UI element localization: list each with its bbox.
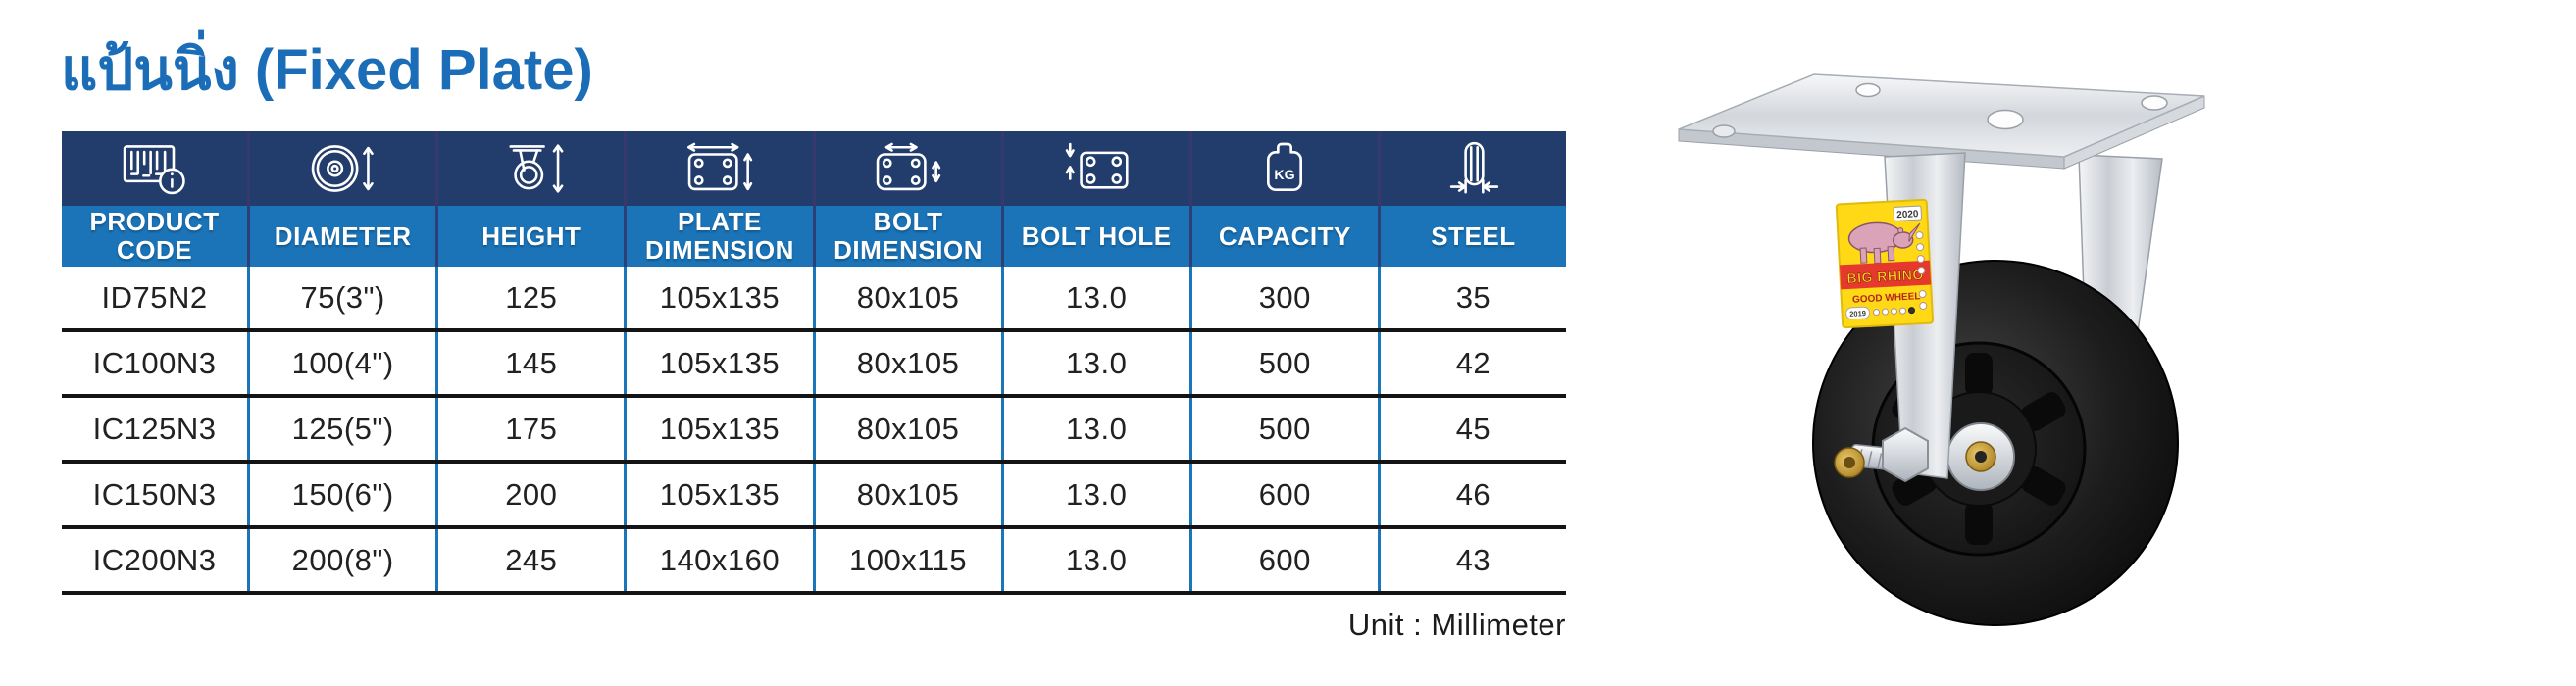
table-cell: 80x105: [816, 464, 1004, 525]
table-cell: 13.0: [1004, 398, 1192, 460]
column-icon-cell-plate-dimension: [627, 131, 816, 206]
height-icon: [509, 144, 564, 193]
column-icon-cell-bolt-dimension: [816, 131, 1004, 206]
plate-bolt-hole: [1855, 82, 1881, 98]
product-code-icon: [123, 145, 185, 195]
table-cell: IC150N3: [62, 464, 251, 525]
wheel-bearing: [1946, 422, 2015, 491]
table-cell: 13.0: [1004, 332, 1192, 394]
table-cell: 150(6"): [250, 464, 439, 525]
plate-dimension-icon: [687, 142, 753, 191]
table-cell: 105x135: [627, 398, 816, 460]
table-cell: 100(4"): [250, 332, 439, 394]
table-row: IC150N3 150(6") 200 105x135 80x105 13.0 …: [62, 464, 1566, 529]
table-cell: 80x105: [816, 398, 1004, 460]
table-cell: 175: [438, 398, 628, 460]
table-cell: IC100N3: [62, 332, 251, 394]
table-cell: 125(5"): [250, 398, 439, 460]
table-cell: 80x105: [816, 332, 1004, 394]
plate-bolt-hole: [1987, 109, 2024, 130]
column-icon-cell-steel: [1381, 131, 1566, 206]
unit-note: Unit : Millimeter: [1347, 608, 1566, 642]
table-row: IC125N3 125(5") 175 105x135 80x105 13.0 …: [62, 398, 1566, 464]
table-cell: 43: [1455, 542, 1491, 577]
table-cell: 42: [1455, 345, 1491, 380]
table-row: IC200N3 200(8") 245 140x160 100x115 13.0…: [62, 529, 1566, 595]
table-cell: 200(8"): [250, 529, 439, 591]
column-header-height: HEIGHT: [438, 206, 628, 267]
table-cell: 35: [1455, 279, 1491, 315]
capacity-icon-kg-text: KG: [1275, 168, 1295, 183]
table-cell: 13.0: [1004, 529, 1192, 591]
diameter-icon: [311, 145, 374, 192]
steel-icon: [1449, 141, 1498, 194]
table-cell: 105x135: [627, 332, 816, 394]
table-cell: 75(3"): [250, 267, 439, 328]
column-header-bolt-hole: BOLT HOLE: [1004, 206, 1192, 267]
page-title: แป้นนิ่ง (Fixed Plate): [61, 38, 593, 102]
bolt-dimension-icon: [877, 142, 941, 191]
column-header-product-code: PRODUCT CODE: [62, 206, 251, 267]
capacity-icon: KG: [1267, 142, 1303, 192]
column-icon-cell-capacity: KG: [1192, 131, 1381, 206]
table-row: IC100N3 100(4") 145 105x135 80x105 13.0 …: [62, 332, 1566, 398]
column-header-plate-dimension: PLATE DIMENSION: [627, 206, 816, 267]
table-row: ID75N2 75(3") 125 105x135 80x105 13.0 30…: [62, 267, 1566, 332]
table-cell: 300: [1192, 267, 1381, 328]
product-photo: 2020 BIG RHINO GOOD WHEEL 2019: [1678, 74, 2205, 626]
table-cell: 13.0: [1004, 267, 1192, 328]
bolt-hole-icon: [1065, 142, 1129, 189]
plate-bolt-hole: [1712, 124, 1736, 138]
table-icon-header-row: KG: [62, 131, 1566, 206]
mounting-plate: [1678, 74, 2205, 170]
table-cell: IC200N3: [62, 529, 251, 591]
plate-bolt-hole: [2141, 95, 2168, 111]
column-icon-cell-bolt-hole: [1004, 131, 1192, 206]
column-header-capacity: CAPACITY: [1192, 206, 1381, 267]
table-cell: ID75N2: [62, 267, 251, 328]
table-cell: 245: [438, 529, 628, 591]
column-icon-cell-diameter: [250, 131, 439, 206]
table-cell: IC125N3: [62, 398, 251, 460]
table-cell: 145: [438, 332, 628, 394]
column-header-steel: STEEL: [1431, 220, 1516, 251]
table-cell: 500: [1192, 332, 1381, 394]
label-year-small: 2019: [1849, 309, 1866, 318]
column-icon-cell-product-code: [62, 131, 251, 206]
table-cell: 45: [1455, 411, 1491, 446]
table-cell: 13.0: [1004, 464, 1192, 525]
table-label-header-row: PRODUCT CODE DIAMETER HEIGHT PLATE DIMEN…: [62, 206, 1566, 267]
product-label: 2020 BIG RHINO GOOD WHEEL 2019: [1835, 198, 1935, 329]
label-tagline-text: GOOD WHEEL: [1852, 291, 1921, 306]
column-header-diameter: DIAMETER: [250, 206, 439, 267]
table-cell: 80x105: [816, 267, 1004, 328]
table-cell: 105x135: [627, 464, 816, 525]
label-brand-text: BIG RHINO: [1846, 267, 1924, 286]
column-header-bolt-dimension: BOLT DIMENSION: [816, 206, 1004, 267]
label-year-top: 2020: [1896, 209, 1919, 220]
table-cell: 500: [1192, 398, 1381, 460]
table-cell: 600: [1192, 529, 1381, 591]
table-cell: 100x115: [816, 529, 1004, 591]
brand-rhino-graphic: [1847, 221, 1921, 265]
table-cell: 140x160: [627, 529, 816, 591]
table-cell: 600: [1192, 464, 1381, 525]
table-cell: 200: [438, 464, 628, 525]
axle-bolt: [1834, 426, 1929, 483]
table-cell: 125: [438, 267, 628, 328]
column-icon-cell-height: [438, 131, 628, 206]
spec-table: KG PRODUCT CODE DIAMETER HEIGHT PLATE DI…: [62, 131, 1566, 595]
label-check-dots: [1873, 231, 1928, 317]
table-cell: 105x135: [627, 267, 816, 328]
table-cell: 46: [1455, 476, 1491, 512]
